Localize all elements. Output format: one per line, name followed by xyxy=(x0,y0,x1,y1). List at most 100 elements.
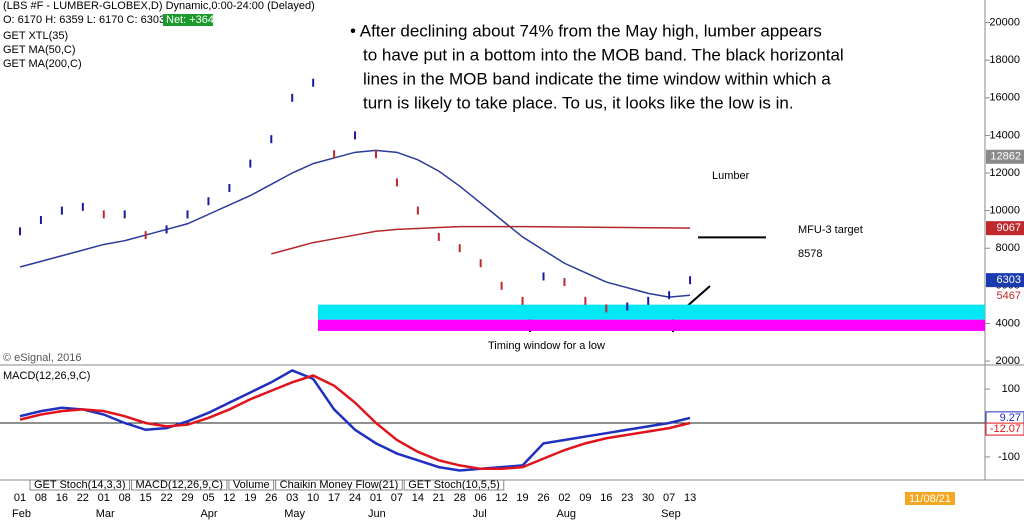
price-label: 5467 xyxy=(997,290,1021,302)
tab-box xyxy=(403,479,505,491)
x-tick-label: 16 xyxy=(56,492,68,504)
price-bar xyxy=(500,281,503,290)
note-line: • After declining about 74% from the May… xyxy=(350,21,822,40)
tab: Volume xyxy=(233,479,270,491)
month-label: May xyxy=(284,508,305,520)
price-bar xyxy=(521,296,524,305)
x-tick-label: 30 xyxy=(642,492,654,504)
target-label: MFU-3 target xyxy=(798,224,863,236)
x-tick-label: 12 xyxy=(495,492,507,504)
x-tick-label: 19 xyxy=(516,492,528,504)
x-tick-label: 29 xyxy=(181,492,193,504)
x-tick-label: 01 xyxy=(98,492,110,504)
macd-label: 9.27 xyxy=(1000,412,1021,424)
price-label-box xyxy=(986,149,1024,164)
month-label: Aug xyxy=(556,508,576,520)
series-line xyxy=(19,369,691,472)
series-line xyxy=(19,374,691,471)
price-bar xyxy=(668,291,671,300)
price-bar xyxy=(165,225,168,234)
price-bar xyxy=(354,131,357,140)
x-tick-label: 26 xyxy=(265,492,277,504)
price-bar xyxy=(102,210,105,219)
price-bar xyxy=(144,231,147,240)
y-tick-label: 18000 xyxy=(989,54,1020,66)
month-label: Apr xyxy=(200,508,217,520)
price-bar xyxy=(249,159,252,168)
price-bar xyxy=(479,259,482,268)
price-bar xyxy=(584,296,587,305)
price-bar xyxy=(291,93,294,102)
x-tick-label: 19 xyxy=(244,492,256,504)
price-bar xyxy=(563,278,566,287)
y-tick-label: 20000 xyxy=(989,16,1020,28)
x-tick-label: 07 xyxy=(391,492,403,504)
price-bar xyxy=(228,184,231,193)
annotation: Lumber xyxy=(712,170,750,182)
tab-box xyxy=(29,479,131,491)
tab: MACD(12,26,9,C) xyxy=(136,479,223,491)
x-tick-label: 08 xyxy=(119,492,131,504)
month-label: Jun xyxy=(368,508,386,520)
y-tick-label: 14000 xyxy=(989,129,1020,141)
mob-band xyxy=(318,319,985,331)
month-label: Mar xyxy=(96,508,115,520)
y-tick-label: 4000 xyxy=(996,317,1020,329)
price-bar xyxy=(60,206,63,215)
price-bar xyxy=(605,304,608,313)
x-tick-label: 22 xyxy=(160,492,172,504)
target-value: 8578 xyxy=(798,248,822,260)
x-tick-label: 26 xyxy=(537,492,549,504)
y-tick-label: 8000 xyxy=(996,242,1020,254)
macd-label: -12.07 xyxy=(990,423,1021,435)
x-tick-label: 01 xyxy=(370,492,382,504)
note-line: turn is likely to take place. To us, it … xyxy=(363,93,794,112)
price-bar xyxy=(689,276,692,285)
tab-box xyxy=(228,479,275,491)
price-label-box xyxy=(986,288,1024,303)
x-tick-label: 21 xyxy=(433,492,445,504)
month-label: Feb xyxy=(12,508,31,520)
x-tick-label: 08 xyxy=(35,492,47,504)
price-bar xyxy=(312,78,315,87)
price-bar xyxy=(39,216,42,225)
price-bar xyxy=(186,210,189,219)
x-tick-label: 10 xyxy=(307,492,319,504)
price-bar xyxy=(19,227,21,236)
price-bar xyxy=(647,296,650,305)
tab-box xyxy=(131,479,228,491)
series-line xyxy=(19,149,691,298)
net-box xyxy=(163,14,213,26)
y-tick-label: 12000 xyxy=(989,167,1020,179)
x-tick-label: 17 xyxy=(328,492,340,504)
price-bar xyxy=(437,232,440,241)
price-bar xyxy=(207,197,210,206)
x-tick-label: 12 xyxy=(223,492,235,504)
note-line: lines in the MOB band indicate the time … xyxy=(363,69,831,88)
x-tick-label: 22 xyxy=(77,492,89,504)
timing-label: Timing window for a low xyxy=(488,340,605,352)
x-tick-label: 13 xyxy=(684,492,696,504)
price-label: 12862 xyxy=(990,151,1021,163)
x-tick-label: 24 xyxy=(349,492,361,504)
study-label: GET MA(50,C) xyxy=(3,44,76,56)
study-label: GET MA(200,C) xyxy=(3,58,82,70)
series-line xyxy=(271,225,691,255)
header-title: (LBS #F - LUMBER-GLOBEX,D) Dynamic,0:00-… xyxy=(3,0,315,12)
price-bar xyxy=(374,150,377,159)
price-label: 6303 xyxy=(997,274,1021,286)
x-tick-label: 02 xyxy=(558,492,570,504)
note-line: to have put in a bottom into the MOB ban… xyxy=(363,45,844,64)
y-tick-label: -100 xyxy=(998,451,1020,463)
x-tick-label: 05 xyxy=(202,492,214,504)
price-label: 9067 xyxy=(997,222,1021,234)
x-tick-label: 07 xyxy=(663,492,675,504)
x-tick-label: 01 xyxy=(14,492,26,504)
tab: Chaikin Money Flow(21) xyxy=(280,479,399,491)
tab-box xyxy=(275,479,403,491)
price-bar xyxy=(81,202,84,211)
y-tick-label: 2000 xyxy=(996,355,1020,367)
price-label-box xyxy=(986,221,1024,236)
x-tick-label: 16 xyxy=(600,492,612,504)
